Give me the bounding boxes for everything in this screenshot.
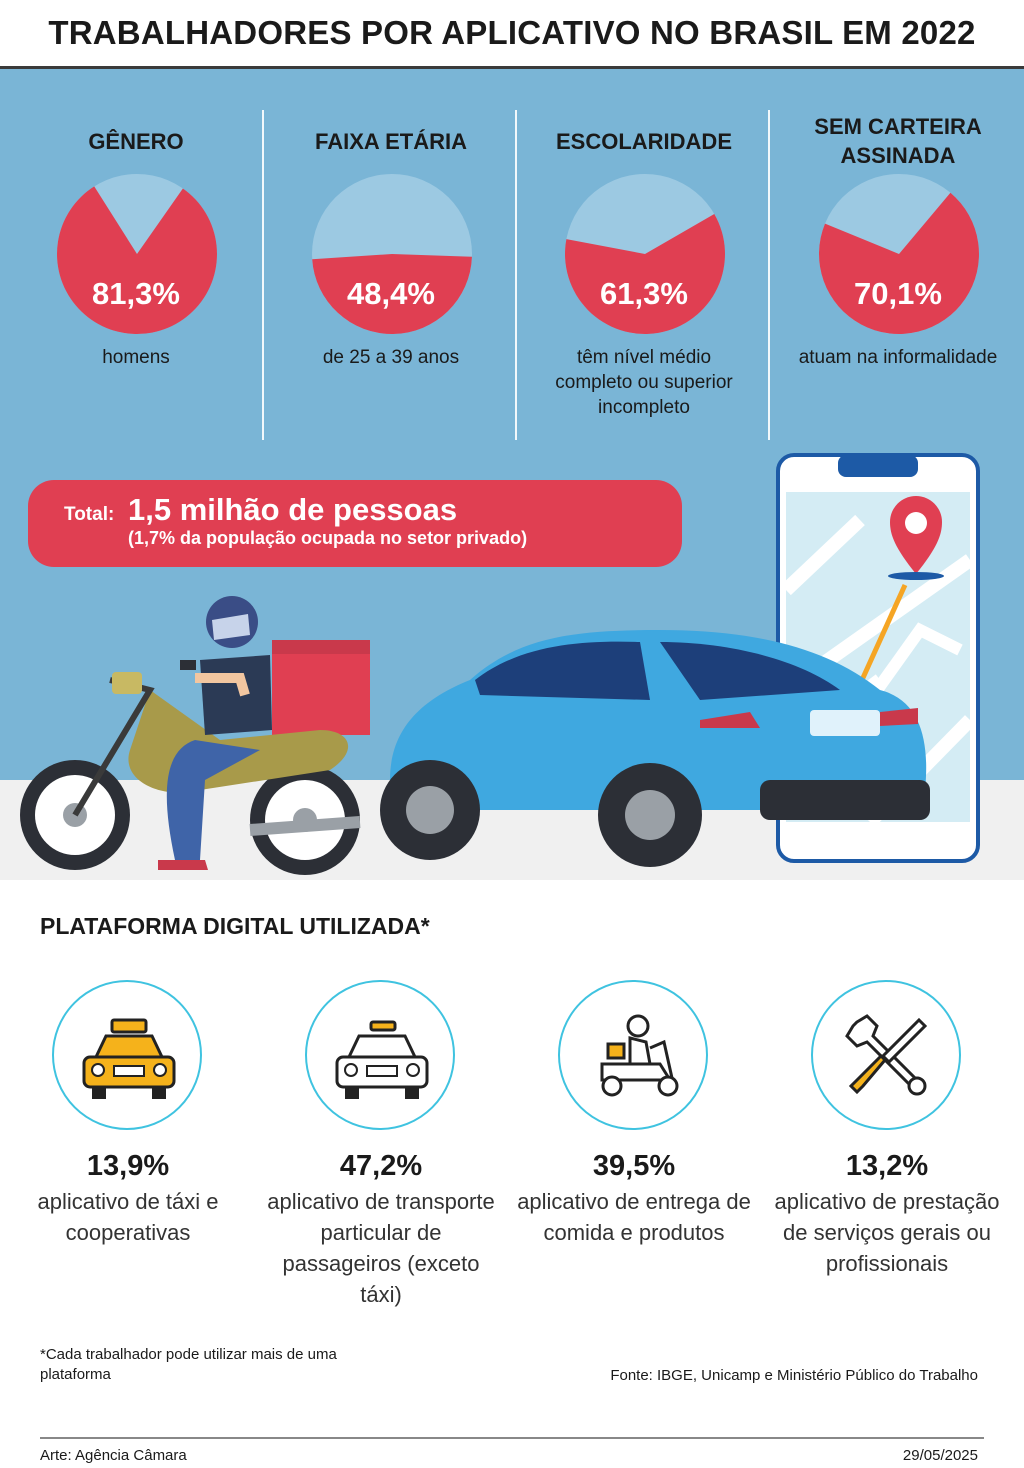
- car-illustration: [380, 630, 930, 867]
- car-icon: [335, 1020, 429, 1099]
- platform-description: aplicativo de transporte particular de p…: [267, 1189, 495, 1307]
- total-value: 1,5 milhão de pessoas: [128, 492, 458, 527]
- workers-illustration: [20, 453, 980, 875]
- platform-value: 13,2%: [845, 1150, 929, 1182]
- total-label: Total:: [64, 504, 115, 525]
- page-title: TRABALHADORES POR APLICATIVO NO BRASIL E…: [48, 14, 976, 51]
- platform-icon-circle: [305, 980, 455, 1130]
- pie-slice-value: [312, 254, 472, 335]
- pie-slice-value: [57, 186, 218, 334]
- delivery-rider-illustration: [20, 596, 370, 875]
- platform-value: 13,9%: [86, 1150, 170, 1182]
- total-banner: Total: 1,5 milhão de pessoas (1,7% da po…: [28, 480, 682, 567]
- stat-description: têm nível médio completo ou superior inc…: [555, 347, 733, 418]
- stat-description: de 25 a 39 anos: [322, 347, 460, 368]
- art-credit: Arte: Agência Câmara: [40, 1447, 187, 1464]
- stat-value: 81,3%: [92, 276, 180, 311]
- pie-chart-informal: [819, 174, 979, 334]
- platform-value: 39,5%: [592, 1150, 676, 1182]
- platform-icon-circle: [52, 980, 202, 1130]
- footnote: *Cada trabalhador pode utilizar mais de …: [40, 1346, 337, 1383]
- pie-slice-value: [819, 192, 979, 334]
- platform-description: aplicativo de táxi e cooperativas: [37, 1189, 219, 1245]
- stat-description: homens: [102, 347, 170, 368]
- stat-value: 61,3%: [600, 276, 688, 311]
- platform-description: aplicativo de entrega de comida e produt…: [517, 1189, 751, 1245]
- source-note: Fonte: IBGE, Unicamp e Ministério Públic…: [610, 1367, 978, 1384]
- stat-value: 70,1%: [854, 276, 942, 311]
- column-divider: [515, 110, 517, 440]
- platform-icon-circle: [811, 980, 961, 1130]
- pie-slice-value: [565, 214, 725, 334]
- platform-value: 47,2%: [339, 1150, 423, 1182]
- stat-gender: GÊNERO 81,3% homens: [8, 69, 264, 449]
- pie-chart-gender: [57, 174, 218, 334]
- stat-heading: FAIXA ETÁRIA: [315, 129, 467, 154]
- column-divider: [768, 110, 770, 440]
- footer-divider: [40, 1437, 984, 1439]
- platform-section-title: PLATAFORMA DIGITAL UTILIZADA*: [40, 913, 430, 939]
- stat-heading: ESCOLARIDADE: [555, 129, 732, 154]
- taxi-icon: [82, 1018, 176, 1099]
- publication-date: 29/05/2025: [902, 1447, 978, 1464]
- delivery-scooter-icon: [600, 1014, 679, 1097]
- stat-heading: GÊNERO: [88, 129, 184, 154]
- stat-value: 48,4%: [347, 276, 435, 311]
- pie-chart-age: [312, 174, 472, 335]
- platform-icon-circle: [558, 980, 708, 1130]
- stat-heading: SEM CARTEIRA ASSINADA: [814, 114, 982, 168]
- stat-informal: SEM CARTEIRA ASSINADA 70,1% atuam na inf…: [770, 69, 1024, 449]
- tools-icon: [845, 1014, 928, 1096]
- stat-age: FAIXA ETÁRIA 48,4% de 25 a 39 anos: [263, 69, 519, 449]
- total-note: (1,7% da população ocupada no setor priv…: [128, 528, 528, 548]
- stat-description: atuam na informalidade: [798, 347, 998, 368]
- column-divider: [262, 110, 264, 440]
- stat-education: ESCOLARIDADE 61,3% têm nível médio compl…: [516, 69, 772, 449]
- title-bar: TRABALHADORES POR APLICATIVO NO BRASIL E…: [0, 0, 1024, 68]
- platform-description: aplicativo de prestação de serviços gera…: [774, 1189, 1000, 1276]
- pie-chart-education: [565, 174, 725, 334]
- title-divider: [0, 66, 1024, 69]
